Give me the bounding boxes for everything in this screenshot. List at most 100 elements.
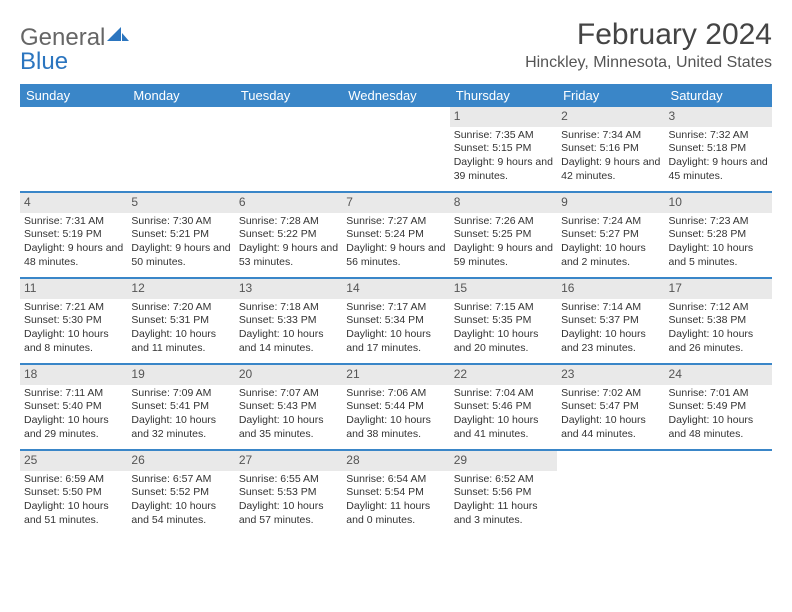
calendar-cell: 3 Sunrise: 7:32 AMSunset: 5:18 PMDaylight…: [665, 107, 772, 191]
logo: General Blue: [20, 18, 129, 74]
sunset-line: Sunset: 5:50 PM: [24, 486, 123, 500]
calendar-cell: 14Sunrise: 7:17 AMSunset: 5:34 PMDayligh…: [342, 279, 449, 363]
daylight-line: Daylight: 9 hours and 59 minutes.: [454, 242, 553, 269]
day-number: 25: [20, 451, 127, 471]
sunset-line: Sunset: 5:19 PM: [24, 228, 123, 242]
calendar-cell: 7Sunrise: 7:27 AMSunset: 5:24 PMDaylight…: [342, 193, 449, 277]
day-number: 12: [127, 279, 234, 299]
sunrise-line: Sunrise: 7:09 AM: [131, 387, 230, 401]
sunset-line: Sunset: 5:53 PM: [239, 486, 338, 500]
dow-label: Wednesday: [342, 84, 449, 107]
sunset-line: Sunset: 5:52 PM: [131, 486, 230, 500]
sunset-line: Sunset: 5:21 PM: [131, 228, 230, 242]
sunset-line: Sunset: 5:40 PM: [24, 400, 123, 414]
day-number: 18: [20, 365, 127, 385]
day-number: 16: [557, 279, 664, 299]
day-number: 10: [665, 193, 772, 213]
daylight-line: Daylight: 10 hours and 38 minutes.: [346, 414, 445, 441]
sunrise-line: Sunrise: 6:54 AM: [346, 473, 445, 487]
sunset-line: Sunset: 5:35 PM: [454, 314, 553, 328]
daylight-line: Daylight: 10 hours and 32 minutes.: [131, 414, 230, 441]
daylight-line: Daylight: 9 hours and 45 minutes.: [669, 156, 768, 183]
calendar-week: 11Sunrise: 7:21 AMSunset: 5:30 PMDayligh…: [20, 279, 772, 365]
daylight-line: Daylight: 10 hours and 44 minutes.: [561, 414, 660, 441]
day-number: 13: [235, 279, 342, 299]
calendar-week: 4Sunrise: 7:31 AMSunset: 5:19 PMDaylight…: [20, 193, 772, 279]
sunrise-line: Sunrise: 7:06 AM: [346, 387, 445, 401]
day-number: 24: [665, 365, 772, 385]
calendar-cell: 22Sunrise: 7:04 AMSunset: 5:46 PMDayligh…: [450, 365, 557, 449]
calendar-cell: 13Sunrise: 7:18 AMSunset: 5:33 PMDayligh…: [235, 279, 342, 363]
sunset-line: Sunset: 5:34 PM: [346, 314, 445, 328]
sunset-line: Sunset: 5:22 PM: [239, 228, 338, 242]
calendar-cell: 18Sunrise: 7:11 AMSunset: 5:40 PMDayligh…: [20, 365, 127, 449]
day-number: 19: [127, 365, 234, 385]
daylight-line: Daylight: 10 hours and 20 minutes.: [454, 328, 553, 355]
day-number: 1: [450, 107, 557, 127]
day-number: 23: [557, 365, 664, 385]
calendar-cell: .: [20, 107, 127, 191]
dow-label: Saturday: [665, 84, 772, 107]
page-title: February 2024: [525, 18, 772, 52]
daylight-line: Daylight: 10 hours and 14 minutes.: [239, 328, 338, 355]
daylight-line: Daylight: 9 hours and 56 minutes.: [346, 242, 445, 269]
calendar-cell: .: [665, 451, 772, 535]
daylight-line: Daylight: 9 hours and 39 minutes.: [454, 156, 553, 183]
sunset-line: Sunset: 5:33 PM: [239, 314, 338, 328]
daylight-line: Daylight: 10 hours and 51 minutes.: [24, 500, 123, 527]
calendar-cell: 5Sunrise: 7:30 AMSunset: 5:21 PMDaylight…: [127, 193, 234, 277]
sunrise-line: Sunrise: 7:28 AM: [239, 215, 338, 229]
calendar-cell: 16Sunrise: 7:14 AMSunset: 5:37 PMDayligh…: [557, 279, 664, 363]
sunset-line: Sunset: 5:49 PM: [669, 400, 768, 414]
sunrise-line: Sunrise: 7:12 AM: [669, 301, 768, 315]
sunrise-line: Sunrise: 7:32 AM: [669, 129, 768, 143]
sunset-line: Sunset: 5:41 PM: [131, 400, 230, 414]
daylight-line: Daylight: 10 hours and 8 minutes.: [24, 328, 123, 355]
sunrise-line: Sunrise: 7:17 AM: [346, 301, 445, 315]
calendar-cell: 21Sunrise: 7:06 AMSunset: 5:44 PMDayligh…: [342, 365, 449, 449]
calendar-cell: 25Sunrise: 6:59 AMSunset: 5:50 PMDayligh…: [20, 451, 127, 535]
calendar-cell: 28Sunrise: 6:54 AMSunset: 5:54 PMDayligh…: [342, 451, 449, 535]
sunset-line: Sunset: 5:46 PM: [454, 400, 553, 414]
calendar-week: 25Sunrise: 6:59 AMSunset: 5:50 PMDayligh…: [20, 451, 772, 535]
day-number: 5: [127, 193, 234, 213]
calendar-cell: 10Sunrise: 7:23 AMSunset: 5:28 PMDayligh…: [665, 193, 772, 277]
daylight-line: Daylight: 9 hours and 50 minutes.: [131, 242, 230, 269]
daylight-line: Daylight: 11 hours and 3 minutes.: [454, 500, 553, 527]
sunrise-line: Sunrise: 7:15 AM: [454, 301, 553, 315]
sunrise-line: Sunrise: 7:24 AM: [561, 215, 660, 229]
sunset-line: Sunset: 5:24 PM: [346, 228, 445, 242]
day-number: 29: [450, 451, 557, 471]
sunrise-line: Sunrise: 7:21 AM: [24, 301, 123, 315]
day-number: 11: [20, 279, 127, 299]
calendar-cell: 8Sunrise: 7:26 AMSunset: 5:25 PMDaylight…: [450, 193, 557, 277]
sunset-line: Sunset: 5:16 PM: [561, 142, 660, 156]
day-number: 9: [557, 193, 664, 213]
calendar-cell: .: [235, 107, 342, 191]
calendar-cell: 27Sunrise: 6:55 AMSunset: 5:53 PMDayligh…: [235, 451, 342, 535]
sunset-line: Sunset: 5:18 PM: [669, 142, 768, 156]
sunrise-line: Sunrise: 7:07 AM: [239, 387, 338, 401]
daylight-line: Daylight: 10 hours and 29 minutes.: [24, 414, 123, 441]
sunset-line: Sunset: 5:43 PM: [239, 400, 338, 414]
day-number: 22: [450, 365, 557, 385]
sunrise-line: Sunrise: 7:23 AM: [669, 215, 768, 229]
calendar-cell: 17Sunrise: 7:12 AMSunset: 5:38 PMDayligh…: [665, 279, 772, 363]
day-number: 3: [665, 107, 772, 127]
calendar-cell: 26Sunrise: 6:57 AMSunset: 5:52 PMDayligh…: [127, 451, 234, 535]
sunrise-line: Sunrise: 7:04 AM: [454, 387, 553, 401]
sunset-line: Sunset: 5:56 PM: [454, 486, 553, 500]
day-number: 2: [557, 107, 664, 127]
calendar-cell: .: [342, 107, 449, 191]
calendar-cell: 24Sunrise: 7:01 AMSunset: 5:49 PMDayligh…: [665, 365, 772, 449]
sunset-line: Sunset: 5:44 PM: [346, 400, 445, 414]
calendar-cell: 4Sunrise: 7:31 AMSunset: 5:19 PMDaylight…: [20, 193, 127, 277]
sunrise-line: Sunrise: 6:57 AM: [131, 473, 230, 487]
daylight-line: Daylight: 10 hours and 26 minutes.: [669, 328, 768, 355]
daylight-line: Daylight: 9 hours and 53 minutes.: [239, 242, 338, 269]
calendar-cell: 15Sunrise: 7:15 AMSunset: 5:35 PMDayligh…: [450, 279, 557, 363]
calendar-cell: 2Sunrise: 7:34 AMSunset: 5:16 PMDaylight…: [557, 107, 664, 191]
calendar-week: 18Sunrise: 7:11 AMSunset: 5:40 PMDayligh…: [20, 365, 772, 451]
calendar: SundayMondayTuesdayWednesdayThursdayFrid…: [20, 84, 772, 535]
calendar-cell: 12Sunrise: 7:20 AMSunset: 5:31 PMDayligh…: [127, 279, 234, 363]
